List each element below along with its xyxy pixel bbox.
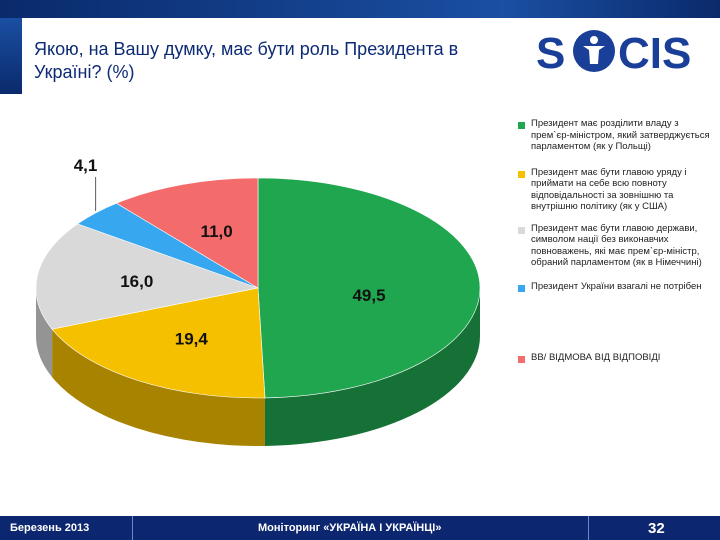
chart-legend: Президент має розділити владу з прем`єр-…	[518, 118, 714, 364]
pie-slice	[51, 287, 266, 399]
legend-swatch	[518, 226, 525, 234]
pie-slice-side	[36, 288, 53, 378]
legend-swatch	[518, 356, 525, 363]
slice-value-label: 16,0	[120, 272, 153, 291]
footer-date: Березень 2013	[10, 522, 90, 534]
page-title: Якою, на Вашу думку, має бути роль Прези…	[34, 39, 459, 82]
pie-slice	[257, 177, 481, 399]
pie-slice	[35, 223, 260, 330]
footer-divider	[132, 516, 133, 540]
slice-value-label: 11,0	[201, 222, 233, 241]
footer-divider	[588, 516, 589, 540]
footer-bar: Березень 2013 Моніторинг «УКРАЇНА І УКРА…	[0, 516, 720, 540]
socis-logo: S CIS	[536, 29, 691, 78]
legend-item: ВВ/ ВІДМОВА ВІД ВІДПОВІДІ	[518, 352, 714, 364]
legend-item: Президент має бути главою уряду і прийма…	[518, 167, 714, 213]
slice-value-label: 49,5	[352, 286, 385, 305]
legend-label: Президент має бути главою уряду і прийма…	[531, 166, 687, 213]
legend-item: Президент має розділити владу з прем`єр-…	[518, 118, 714, 153]
legend-item: Президент України взагалі не потрібен	[518, 281, 714, 293]
legend-label: Президент має розділити владу з прем`єр-…	[531, 118, 710, 152]
footer-title: Моніторинг «УКРАЇНА І УКРАЇНЦІ»	[258, 522, 442, 534]
top-banner	[0, 0, 720, 18]
pie-chart: 49,5 19,4 16,0 4,1 11,0	[35, 156, 481, 446]
legend-label: Президент має бути главою держави, симво…	[531, 222, 702, 269]
legend-label: ВВ/ ВІДМОВА ВІД ВІДПОВІДІ	[531, 352, 661, 363]
pie-slice-side	[52, 329, 265, 446]
legend-item: Президент має бути главою держави, симво…	[518, 223, 714, 269]
pie-slice	[115, 177, 259, 289]
page-number: 32	[648, 520, 665, 537]
slice-value-label: 4,1	[74, 156, 98, 175]
slice-value-label: 19,4	[175, 330, 209, 349]
pie-slice-side	[264, 288, 480, 446]
legend-swatch	[518, 284, 525, 292]
legend-swatch	[518, 122, 525, 129]
legend-label: Президент України взагалі не потрібен	[531, 280, 702, 292]
legend-swatch	[518, 170, 525, 178]
left-accent-bar	[0, 18, 22, 94]
svg-text:S: S	[536, 29, 565, 78]
svg-text:CIS: CIS	[618, 29, 691, 78]
